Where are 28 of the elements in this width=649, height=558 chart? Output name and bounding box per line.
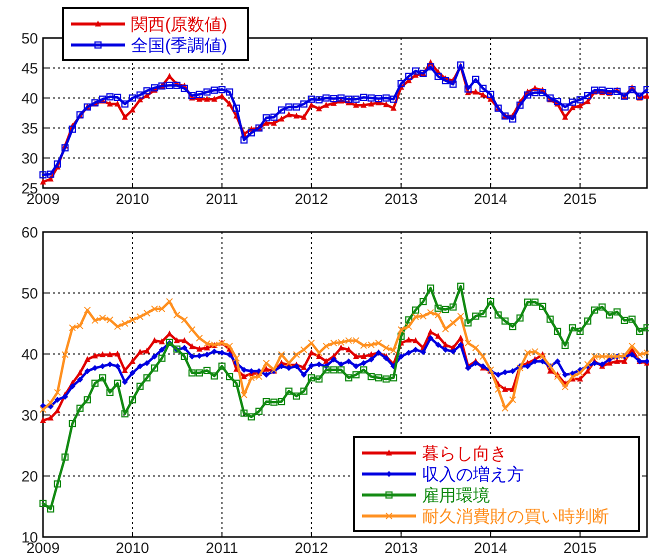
y-tick-label: 40 (21, 90, 38, 108)
x-tick-label: 2011 (206, 191, 238, 208)
x-tick-label: 2012 (294, 191, 328, 208)
x-tick-label: 2013 (384, 540, 418, 557)
y-tick-label: 50 (21, 30, 38, 48)
y-tick-label: 35 (21, 120, 38, 138)
x-tick-label: 2011 (206, 540, 238, 557)
y-tick-label: 40 (21, 346, 38, 364)
y-tick-label: 45 (21, 60, 38, 78)
x-tick-label: 2014 (474, 191, 508, 208)
legend-label: 収入の増え方 (422, 464, 524, 484)
legend-label: 全国(季調値) (131, 36, 228, 55)
x-tick-label: 2013 (384, 191, 418, 208)
legend-label: 関西(原数値) (131, 14, 228, 34)
y-tick-label: 20 (21, 468, 38, 486)
x-tick-label: 2010 (116, 540, 150, 557)
legend-label: 耐久消費財の買い時判断 (422, 506, 609, 526)
x-tick-label: 2014 (474, 540, 508, 557)
y-tick-label: 30 (21, 150, 38, 168)
y-tick-label: 60 (21, 224, 38, 242)
x-tick-label: 2015 (563, 540, 597, 557)
y-tick-label: 30 (21, 407, 38, 424)
x-tick-label: 2015 (563, 191, 597, 208)
legend-label: 雇用環境 (422, 486, 490, 505)
x-tick-label: 2010 (116, 191, 150, 208)
y-tick-label: 50 (21, 285, 38, 302)
x-tick-label: 2012 (294, 540, 328, 557)
legend-label: 暮らし向き (422, 444, 507, 463)
